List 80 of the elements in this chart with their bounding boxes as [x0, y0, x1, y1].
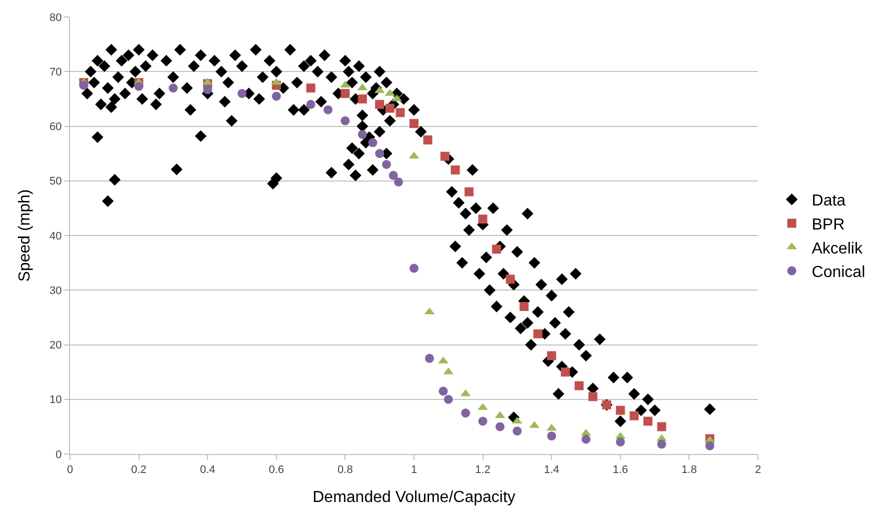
y-tick-label: 60 — [50, 121, 62, 134]
point — [582, 434, 590, 444]
x-tick-label: 0.4 — [200, 464, 216, 476]
point — [394, 177, 404, 186]
point — [450, 165, 460, 174]
point — [705, 441, 714, 450]
point — [616, 406, 625, 415]
point — [533, 329, 542, 338]
point — [560, 368, 570, 377]
x-tick-label: 0.2 — [131, 464, 146, 476]
point — [238, 88, 246, 98]
point — [461, 408, 470, 418]
point — [340, 80, 350, 88]
x-tick-label: 1.8 — [682, 464, 697, 476]
point — [168, 84, 178, 93]
x-tick-label: 0.8 — [338, 464, 353, 476]
point — [657, 440, 666, 449]
x-tick-label: 2 — [754, 464, 762, 476]
y-tick-label: 20 — [50, 340, 62, 352]
point — [410, 119, 418, 128]
point — [368, 138, 378, 148]
point — [424, 354, 434, 363]
y-tick-label: 80 — [50, 12, 62, 24]
y-axis-title: Speed (mph) — [16, 189, 34, 282]
point — [272, 92, 281, 101]
point — [478, 416, 488, 426]
point — [375, 149, 384, 158]
point — [79, 80, 88, 90]
x-tick-label: 1.4 — [544, 464, 560, 476]
point — [423, 135, 432, 144]
point — [385, 104, 394, 113]
point — [306, 84, 316, 93]
point — [574, 381, 584, 390]
point — [464, 187, 474, 196]
point — [520, 302, 529, 312]
point — [396, 108, 405, 118]
x-tick-label: 1.2 — [475, 464, 490, 476]
point — [134, 82, 144, 91]
point — [375, 100, 384, 109]
point — [496, 422, 504, 432]
point — [512, 426, 522, 436]
point — [392, 94, 402, 102]
point — [492, 244, 502, 254]
y-tick-label: 0 — [56, 448, 62, 461]
point — [388, 170, 398, 180]
legend-label: Data — [812, 192, 846, 210]
point — [440, 152, 450, 161]
point — [410, 264, 418, 273]
legend-label: Conical — [812, 264, 866, 282]
y-tick-label: 30 — [50, 284, 62, 297]
y-tick-label: 40 — [50, 230, 62, 242]
point — [340, 116, 350, 126]
point — [588, 392, 598, 402]
point — [643, 416, 652, 426]
point — [438, 386, 448, 396]
point — [382, 160, 391, 169]
x-axis-title: Demanded Volume/Capacity — [312, 488, 516, 506]
point — [324, 105, 332, 114]
y-tick-label: 50 — [50, 176, 62, 188]
point — [358, 94, 367, 104]
point — [630, 411, 639, 420]
y-tick-label: 10 — [50, 394, 62, 406]
point — [547, 431, 556, 440]
point — [306, 100, 316, 109]
x-tick-label: 0.6 — [268, 464, 284, 476]
point — [478, 214, 488, 224]
point — [444, 394, 453, 404]
y-tick-label: 70 — [50, 66, 62, 78]
x-tick-label: 1.6 — [612, 464, 628, 476]
point — [547, 351, 556, 360]
point — [358, 130, 367, 139]
point — [657, 422, 666, 432]
x-tick-label: 0 — [66, 464, 74, 476]
point — [340, 88, 350, 98]
point — [203, 85, 212, 94]
point — [506, 274, 515, 284]
legend-label: BPR — [812, 216, 845, 234]
legend-label: Akcelik — [812, 240, 864, 258]
x-tick-label: 1 — [410, 464, 418, 476]
point — [616, 437, 625, 446]
